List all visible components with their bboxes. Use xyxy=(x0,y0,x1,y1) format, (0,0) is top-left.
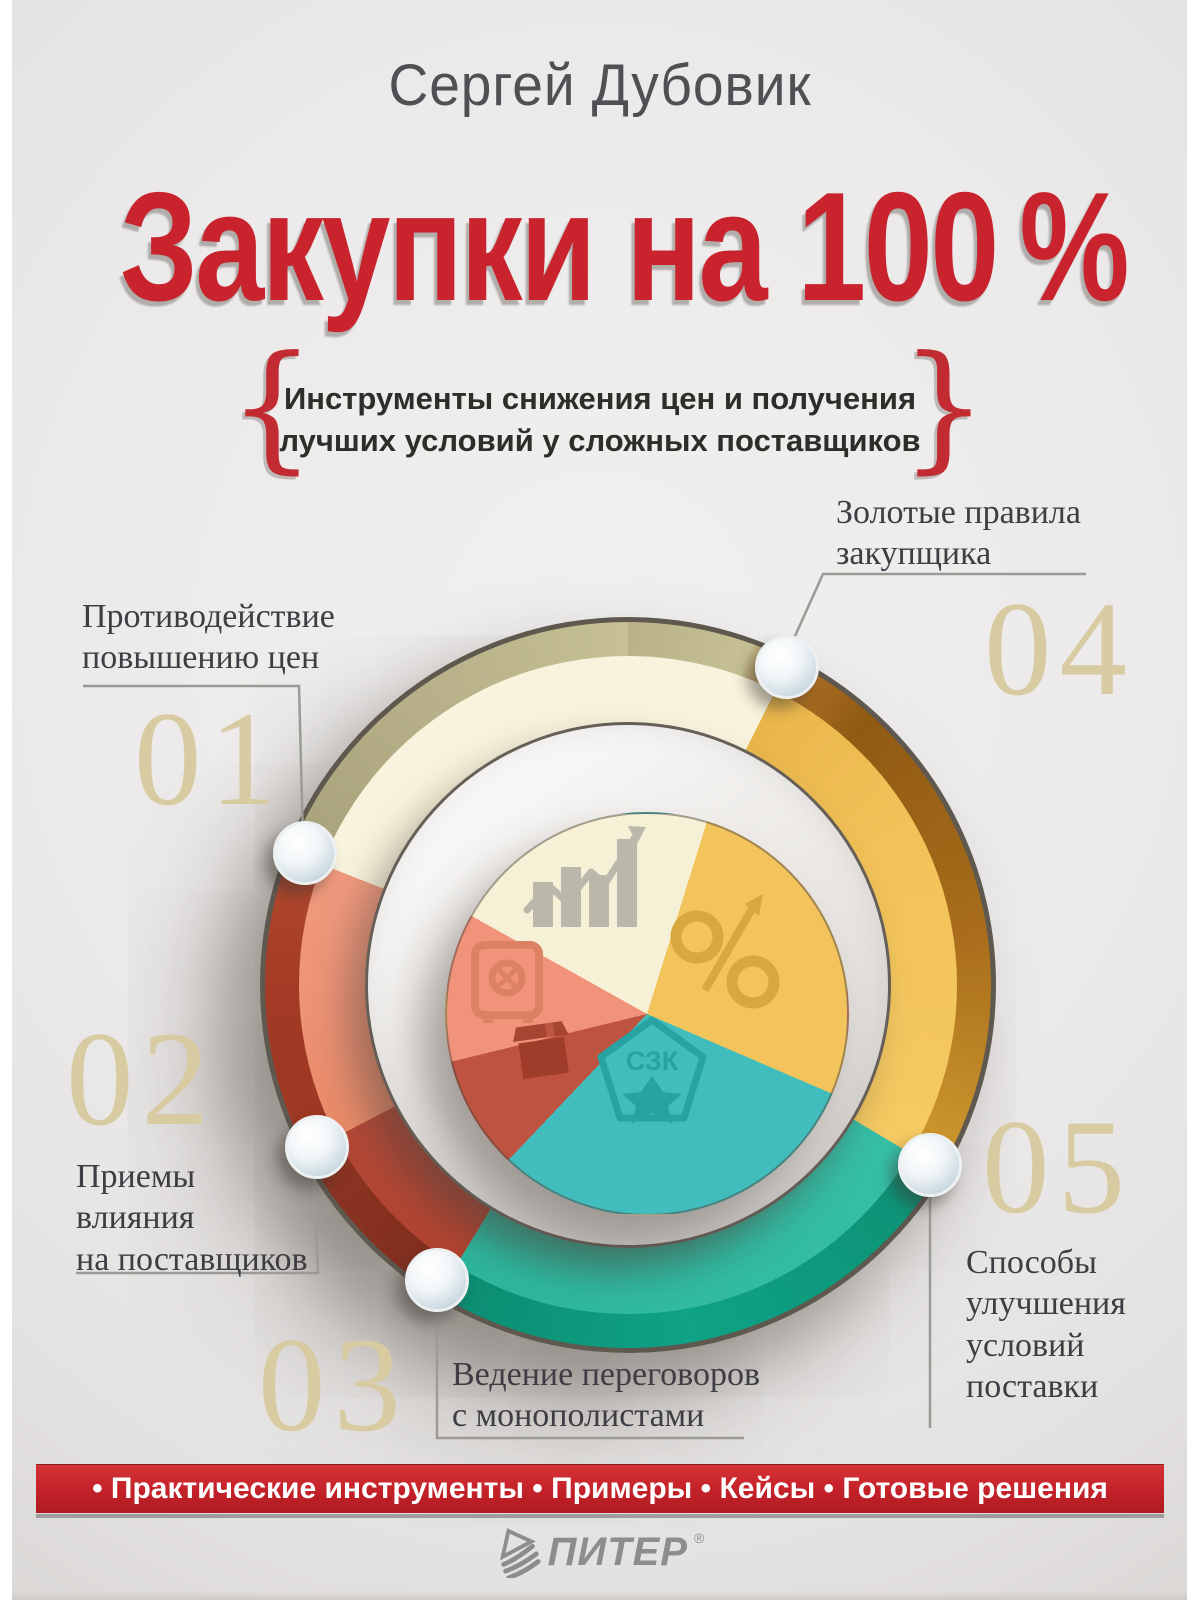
item-label-02: Приемы влияния на поставщиков xyxy=(76,1158,308,1278)
item-number-04: 04 xyxy=(984,575,1135,724)
item-number-02: 02 xyxy=(66,1005,217,1154)
author-name: Сергей Дубовик xyxy=(388,53,812,118)
item-number-01: 01 xyxy=(134,685,285,834)
marker-ball-04 xyxy=(755,635,819,699)
subtitle-line-1: Инструменты снижения цен и получения xyxy=(283,381,917,416)
center-pie-chart xyxy=(445,812,849,1216)
bottom-edge-shadow xyxy=(12,1591,1187,1600)
left-brace-decoration: { xyxy=(228,326,316,487)
marker-ball-01 xyxy=(273,821,337,885)
piter-fan-icon xyxy=(499,1528,541,1578)
item-label-03: Ведение переговоров с монополистами xyxy=(452,1356,761,1435)
marker-ball-05 xyxy=(898,1133,962,1197)
item-number-03: 03 xyxy=(258,1311,409,1460)
marker-ball-03 xyxy=(405,1248,469,1312)
features-banner: • Практические инструменты • Примеры • К… xyxy=(36,1464,1164,1513)
publisher-logo: ПИТЕР ® xyxy=(0,1526,1200,1578)
book-title: Закупки на 100 % xyxy=(120,160,1130,333)
item-label-04: Золотые правила закупщика xyxy=(836,494,1081,573)
item-label-05: Способы улучшения условий поставки xyxy=(966,1244,1126,1406)
item-label-01: Противодействие повышению цен xyxy=(82,598,335,677)
banner-underline xyxy=(36,1514,1164,1518)
item-number-05: 05 xyxy=(982,1093,1133,1242)
right-brace-decoration: } xyxy=(900,326,988,487)
left-page-edge xyxy=(0,0,12,1600)
subtitle: Инструменты снижения цен и получения луч… xyxy=(0,378,1200,462)
right-page-edge xyxy=(1187,0,1200,1600)
subtitle-line-2: лучших условий у сложных поставщиков xyxy=(279,423,921,459)
publisher-name: ПИТЕР xyxy=(547,1530,688,1574)
registered-trademark-sign: ® xyxy=(694,1530,705,1546)
marker-ball-02 xyxy=(285,1115,349,1179)
